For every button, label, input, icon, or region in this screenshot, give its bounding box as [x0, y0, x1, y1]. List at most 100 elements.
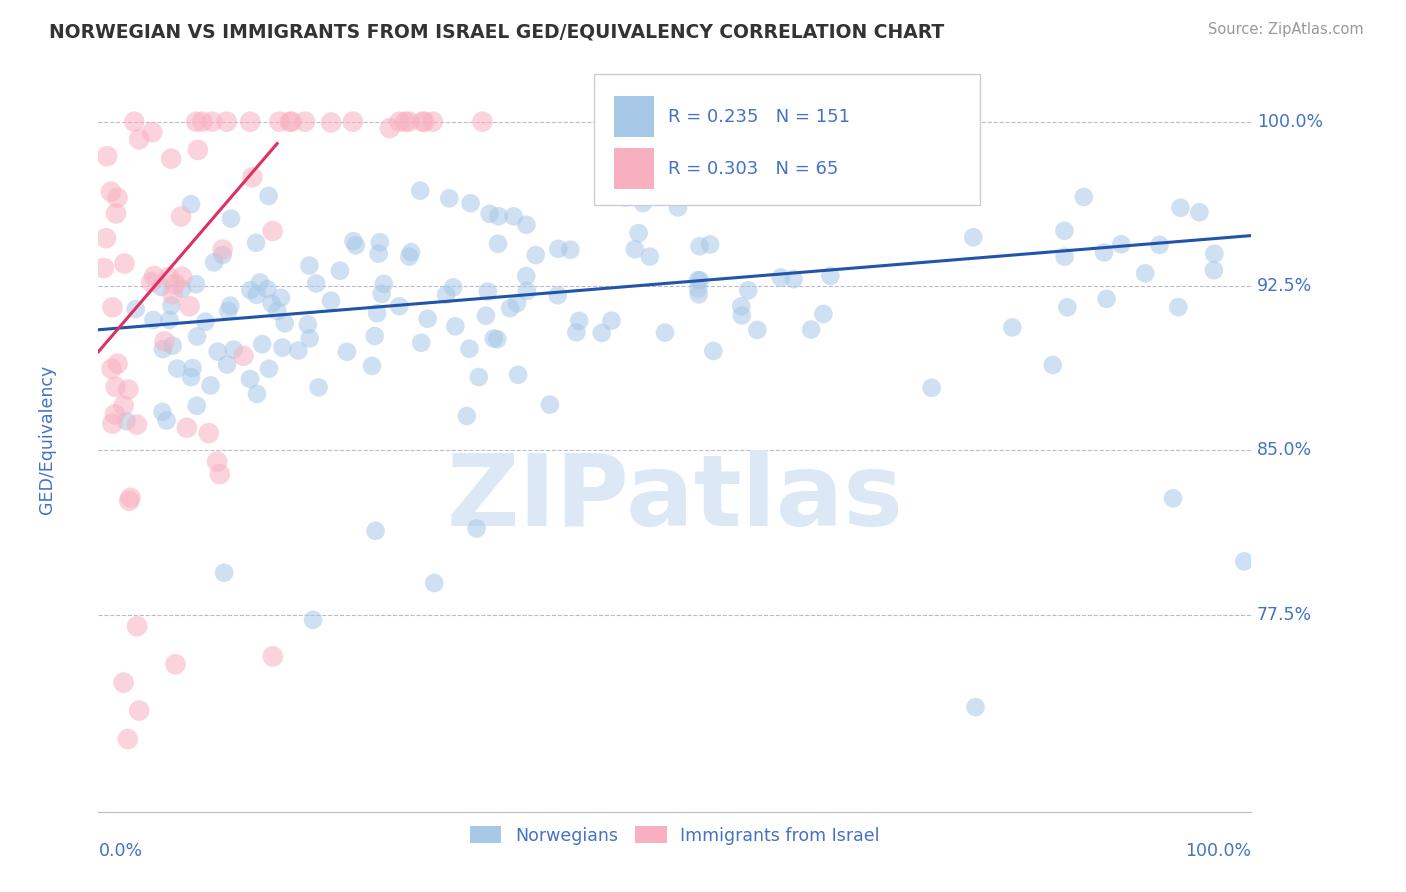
- Point: [524, 248, 547, 262]
- Point: [319, 115, 342, 129]
- Point: [242, 170, 264, 185]
- Point: [217, 304, 239, 318]
- Point: [689, 239, 711, 253]
- Point: [631, 196, 654, 211]
- Point: [686, 189, 709, 203]
- Point: [100, 185, 122, 199]
- Point: [298, 331, 321, 345]
- Legend: Norwegians, Immigrants from Israel: Norwegians, Immigrants from Israel: [463, 820, 887, 852]
- Text: R = 0.303   N = 65: R = 0.303 N = 65: [668, 160, 838, 178]
- Point: [458, 342, 481, 356]
- Point: [423, 576, 446, 591]
- Point: [1233, 554, 1256, 568]
- Point: [187, 143, 209, 157]
- Point: [152, 405, 174, 419]
- Text: GED/Equivalency: GED/Equivalency: [38, 365, 56, 514]
- Point: [638, 250, 661, 264]
- Point: [411, 335, 433, 350]
- Point: [654, 326, 676, 340]
- Point: [120, 491, 142, 505]
- Point: [257, 189, 280, 203]
- Point: [434, 287, 457, 301]
- Point: [456, 409, 478, 423]
- Point: [118, 493, 141, 508]
- Point: [1149, 238, 1171, 252]
- Point: [201, 114, 224, 128]
- Point: [194, 315, 217, 329]
- Point: [191, 114, 214, 128]
- Point: [256, 282, 278, 296]
- Point: [280, 114, 302, 128]
- Point: [516, 284, 538, 298]
- Point: [488, 209, 510, 223]
- Point: [152, 342, 174, 356]
- Point: [101, 417, 124, 431]
- Point: [297, 318, 319, 332]
- Text: 77.5%: 77.5%: [1257, 606, 1312, 624]
- Point: [399, 245, 422, 260]
- Point: [207, 344, 229, 359]
- Point: [502, 210, 524, 224]
- Point: [547, 242, 569, 256]
- Point: [1095, 292, 1118, 306]
- Point: [232, 349, 254, 363]
- Point: [412, 114, 434, 128]
- Point: [262, 649, 284, 664]
- Point: [1135, 266, 1157, 280]
- Point: [515, 218, 537, 232]
- Point: [180, 197, 202, 211]
- Point: [186, 329, 208, 343]
- Point: [869, 151, 891, 165]
- Point: [107, 357, 129, 371]
- Point: [614, 190, 637, 204]
- Point: [274, 316, 297, 330]
- Point: [112, 399, 135, 413]
- Point: [441, 280, 464, 294]
- Point: [370, 287, 392, 301]
- Point: [538, 398, 561, 412]
- Point: [211, 248, 233, 262]
- Point: [499, 301, 522, 316]
- Point: [394, 114, 416, 128]
- Point: [266, 304, 288, 318]
- Point: [1053, 250, 1076, 264]
- Point: [515, 269, 537, 284]
- Point: [128, 132, 150, 146]
- Point: [101, 301, 124, 315]
- Point: [212, 566, 235, 580]
- Point: [179, 299, 201, 313]
- Point: [388, 299, 411, 313]
- FancyBboxPatch shape: [614, 96, 654, 137]
- Point: [271, 341, 294, 355]
- Point: [388, 114, 411, 128]
- Point: [217, 358, 239, 372]
- Point: [162, 287, 184, 301]
- Point: [250, 337, 273, 351]
- Point: [141, 275, 163, 289]
- Point: [364, 524, 387, 538]
- Point: [482, 331, 505, 345]
- Point: [260, 296, 283, 310]
- Point: [249, 276, 271, 290]
- Point: [117, 732, 139, 747]
- Point: [1056, 301, 1078, 315]
- Point: [143, 268, 166, 283]
- Point: [165, 657, 187, 672]
- Point: [921, 381, 943, 395]
- Point: [125, 301, 148, 316]
- Point: [737, 283, 759, 297]
- Point: [827, 187, 849, 202]
- Point: [731, 309, 754, 323]
- Point: [104, 408, 127, 422]
- Point: [1204, 246, 1226, 260]
- Point: [157, 270, 180, 285]
- Point: [170, 210, 193, 224]
- Point: [165, 277, 187, 291]
- Point: [329, 264, 352, 278]
- Point: [269, 114, 291, 128]
- Point: [600, 314, 623, 328]
- Point: [506, 368, 529, 382]
- Point: [366, 306, 388, 320]
- Point: [378, 121, 401, 136]
- Point: [468, 370, 491, 384]
